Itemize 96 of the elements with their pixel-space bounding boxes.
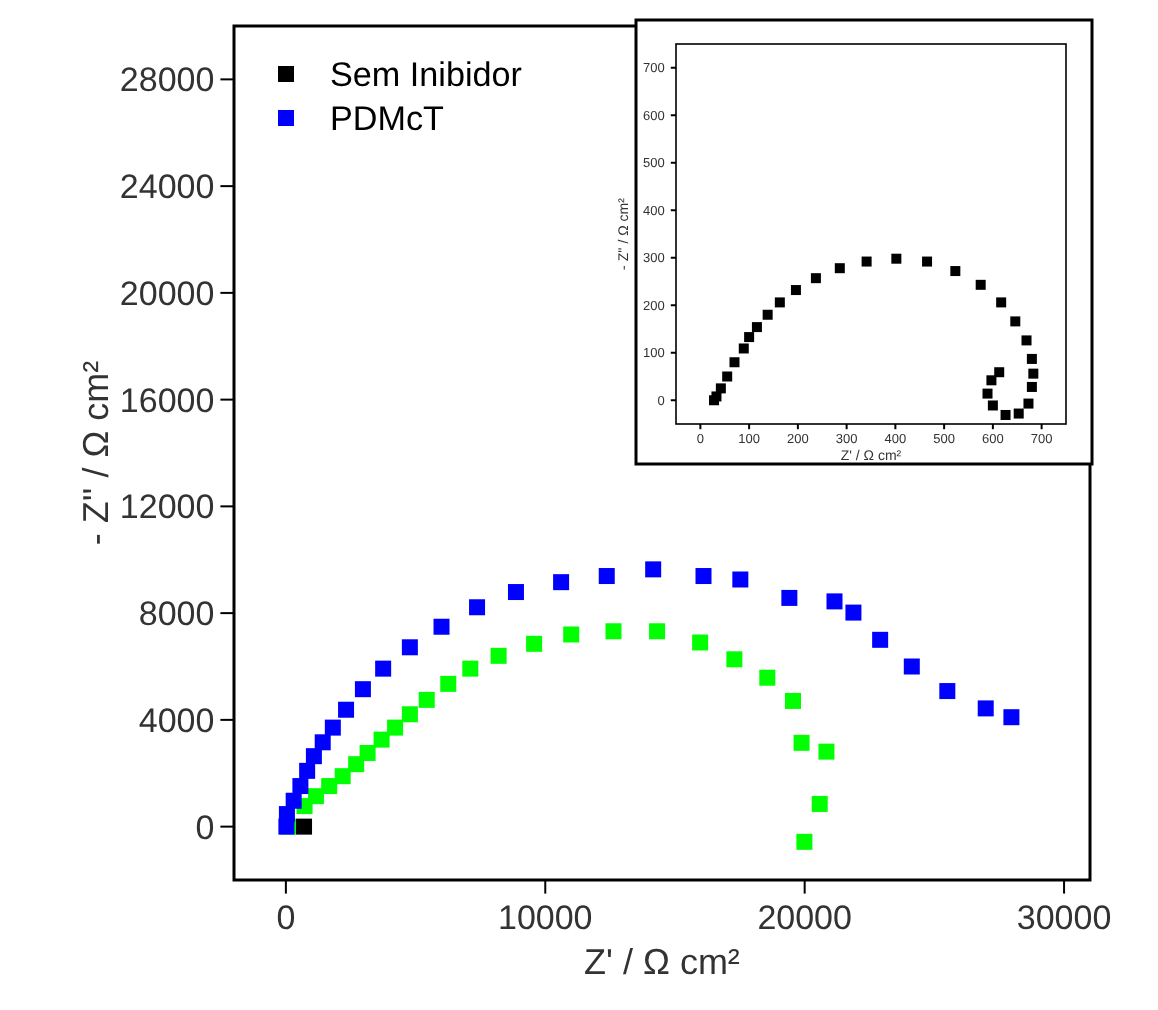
y-tick-label: 24000 — [119, 168, 215, 207]
point — [314, 734, 331, 751]
point — [994, 367, 1005, 378]
point — [1003, 709, 1020, 726]
point — [715, 383, 726, 394]
point — [977, 700, 994, 717]
point — [845, 604, 862, 621]
point — [348, 756, 365, 773]
point — [401, 706, 418, 723]
point — [1000, 409, 1011, 420]
point — [975, 279, 986, 290]
point — [605, 623, 622, 640]
y-tick-label: 0 — [195, 808, 215, 847]
point — [645, 561, 662, 578]
point — [401, 639, 418, 656]
point — [296, 818, 313, 835]
point — [722, 371, 733, 382]
point — [818, 743, 835, 760]
point — [321, 778, 338, 795]
point — [774, 297, 785, 308]
point — [373, 731, 390, 748]
point — [285, 792, 302, 809]
point — [598, 568, 615, 585]
point — [826, 593, 843, 610]
x-tick-label: 20000 — [757, 899, 852, 938]
y-tick-label: 20000 — [119, 274, 215, 313]
point — [334, 768, 351, 785]
point — [1013, 408, 1024, 419]
y-axis-title: - Z'' / Ω cm² — [76, 360, 117, 546]
point — [324, 719, 341, 736]
point — [996, 297, 1007, 308]
point — [649, 623, 666, 640]
x-axis-title: Z' / Ω cm² — [584, 941, 740, 982]
point — [796, 833, 813, 850]
y-tick-label: 16000 — [119, 381, 215, 420]
point — [810, 273, 821, 284]
point — [299, 762, 316, 779]
point — [305, 748, 322, 765]
x-tick-label: 0 — [276, 899, 296, 938]
point — [338, 701, 355, 718]
point — [729, 357, 740, 368]
point — [418, 691, 435, 708]
point — [987, 400, 998, 411]
point — [292, 778, 309, 795]
point — [759, 669, 776, 686]
point — [553, 574, 570, 591]
point — [726, 651, 743, 668]
point — [462, 660, 479, 677]
point — [732, 571, 749, 588]
point — [359, 744, 376, 761]
y-tick-label: 12000 — [119, 488, 215, 527]
point — [490, 647, 507, 664]
point — [354, 681, 371, 698]
point — [695, 568, 712, 585]
point — [1028, 368, 1039, 379]
legend-label: PDMcT — [330, 99, 446, 138]
point — [563, 626, 580, 643]
point — [375, 660, 392, 677]
x-tick-label: 30000 — [1016, 899, 1112, 938]
point — [790, 285, 801, 296]
y-tick-label: 28000 — [119, 61, 215, 100]
point — [762, 309, 773, 320]
point — [781, 589, 798, 606]
point — [950, 266, 961, 277]
point — [891, 253, 902, 264]
point — [939, 683, 956, 700]
point — [1021, 335, 1032, 346]
point — [872, 631, 889, 648]
point — [861, 256, 872, 267]
point — [986, 375, 997, 386]
point — [440, 675, 457, 692]
point — [793, 734, 810, 751]
point — [1026, 381, 1037, 392]
legend-label: Sem Inibidor — [330, 55, 523, 94]
point — [507, 584, 524, 601]
point — [307, 788, 324, 805]
point — [1026, 353, 1037, 364]
point — [834, 263, 845, 274]
y-tick-label: 8000 — [138, 595, 215, 634]
x-tick-label: 10000 — [497, 899, 593, 938]
point — [692, 634, 709, 651]
point — [387, 719, 404, 736]
point — [738, 343, 749, 354]
point — [433, 618, 450, 635]
point — [922, 256, 933, 267]
point — [526, 635, 543, 652]
point — [1010, 316, 1021, 327]
point — [982, 388, 993, 399]
point — [744, 332, 755, 343]
point — [751, 322, 762, 333]
point — [903, 658, 920, 675]
point — [1023, 398, 1034, 409]
point — [469, 599, 486, 616]
point — [811, 795, 828, 812]
y-tick-label: 4000 — [138, 701, 215, 740]
point — [784, 692, 801, 709]
